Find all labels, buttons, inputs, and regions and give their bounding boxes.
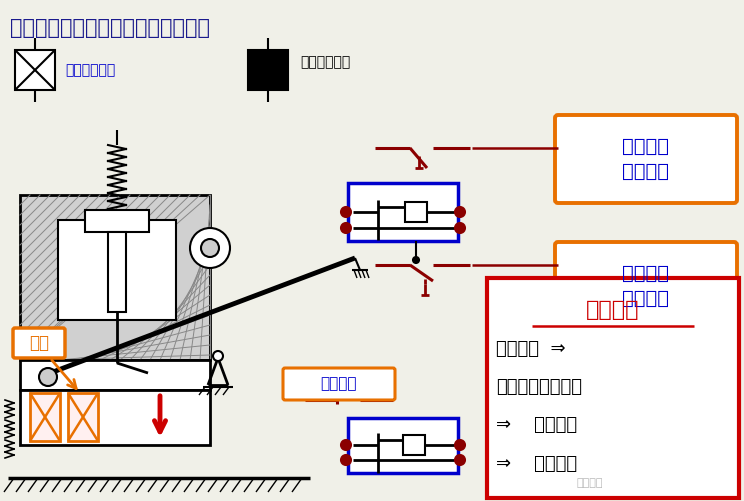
Bar: [15, 50, 55, 90]
Bar: [85, 210, 149, 232]
FancyBboxPatch shape: [283, 368, 395, 400]
Text: ⇒    连杆动作: ⇒ 连杆动作: [496, 416, 577, 434]
Bar: [20, 390, 210, 445]
Circle shape: [39, 368, 57, 386]
Circle shape: [341, 440, 351, 450]
FancyBboxPatch shape: [555, 242, 737, 330]
Text: 新龙电气: 新龙电气: [577, 478, 603, 488]
Bar: [30, 393, 60, 441]
FancyBboxPatch shape: [555, 115, 737, 203]
Circle shape: [190, 228, 230, 268]
Text: 动作过程: 动作过程: [586, 300, 640, 320]
Text: 断电延时线圈: 断电延时线圈: [300, 55, 350, 69]
Bar: [248, 50, 288, 90]
Text: 三、空气式时间继电器的工作原理：: 三、空气式时间继电器的工作原理：: [10, 18, 210, 38]
Circle shape: [413, 257, 419, 263]
Circle shape: [455, 223, 465, 233]
Text: 常闭触头
延时打开: 常闭触头 延时打开: [623, 264, 670, 308]
Text: 通电延时线圈: 通电延时线圈: [65, 63, 115, 77]
Bar: [403, 435, 425, 455]
Text: ⇒    触头动作: ⇒ 触头动作: [496, 455, 577, 473]
Circle shape: [455, 207, 465, 217]
Bar: [348, 183, 458, 241]
Bar: [68, 393, 98, 441]
Text: 衔铁吸合（向下）: 衔铁吸合（向下）: [496, 378, 582, 396]
Circle shape: [213, 351, 223, 361]
Text: 常闭触头: 常闭触头: [321, 376, 357, 391]
Text: 衔铁: 衔铁: [29, 334, 49, 352]
FancyBboxPatch shape: [13, 328, 65, 358]
Circle shape: [201, 239, 219, 257]
Bar: [348, 418, 458, 473]
Bar: [108, 232, 126, 312]
Bar: [58, 220, 176, 320]
Circle shape: [341, 455, 351, 465]
Text: 线圈通电  ⇒: 线圈通电 ⇒: [496, 340, 565, 358]
Text: 常开触头
延时闭合: 常开触头 延时闭合: [623, 137, 670, 181]
Circle shape: [455, 440, 465, 450]
Circle shape: [341, 223, 351, 233]
Bar: [20, 195, 210, 360]
Bar: [487, 278, 739, 498]
Bar: [20, 360, 210, 390]
Circle shape: [455, 455, 465, 465]
Circle shape: [341, 207, 351, 217]
Bar: [405, 202, 427, 222]
